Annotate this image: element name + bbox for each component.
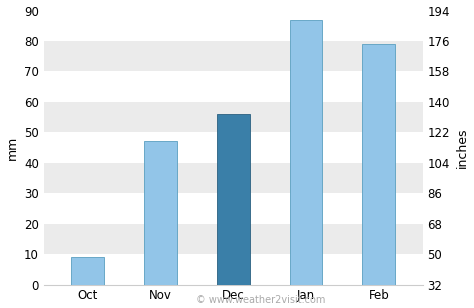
Y-axis label: mm: mm: [6, 136, 18, 160]
Text: © www.weather2visit.com: © www.weather2visit.com: [196, 295, 325, 305]
Bar: [44, 163, 422, 193]
Bar: [44, 10, 422, 41]
Bar: [217, 114, 250, 285]
Y-axis label: inches: inches: [456, 127, 468, 168]
Bar: [44, 71, 422, 102]
Bar: [144, 141, 177, 285]
Bar: [44, 224, 422, 254]
Bar: [71, 257, 104, 285]
Bar: [44, 254, 422, 285]
Bar: [363, 44, 395, 285]
Bar: [290, 20, 322, 285]
Bar: [44, 193, 422, 224]
Bar: [44, 41, 422, 71]
Bar: [44, 102, 422, 132]
Bar: [44, 132, 422, 163]
